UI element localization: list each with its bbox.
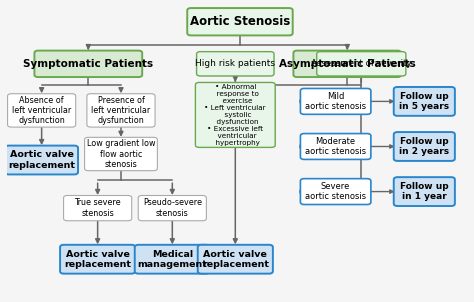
FancyBboxPatch shape — [187, 8, 293, 35]
Text: Symptomatic Patients: Symptomatic Patients — [23, 59, 154, 69]
Text: Aortic valve
replacement: Aortic valve replacement — [8, 150, 75, 170]
Text: Medical
management: Medical management — [137, 249, 207, 269]
Text: Aortic valve
replacement: Aortic valve replacement — [64, 249, 131, 269]
FancyBboxPatch shape — [293, 51, 401, 77]
FancyBboxPatch shape — [35, 51, 142, 77]
Text: Aortic valve
replacement: Aortic valve replacement — [202, 249, 269, 269]
Text: • Abnormal
  response to
  exercise
• Left ventricular
  systolic
  dysfunction
: • Abnormal response to exercise • Left v… — [204, 84, 266, 146]
FancyBboxPatch shape — [198, 245, 273, 274]
Text: Presence of
left ventricular
dysfunction: Presence of left ventricular dysfunction — [91, 95, 151, 125]
FancyBboxPatch shape — [394, 177, 455, 206]
FancyBboxPatch shape — [301, 133, 371, 159]
Text: High risk patients: High risk patients — [195, 59, 275, 68]
Text: Follow up
in 2 years: Follow up in 2 years — [399, 137, 449, 156]
Text: Absence of
left ventricular
dysfunction: Absence of left ventricular dysfunction — [12, 95, 71, 125]
Text: Severe
aortic stenosis: Severe aortic stenosis — [305, 182, 366, 201]
Text: Mild
aortic stenosis: Mild aortic stenosis — [305, 92, 366, 111]
Text: Pseudo-severe
stenosis: Pseudo-severe stenosis — [143, 198, 202, 218]
Text: Moderate
aortic stenosis: Moderate aortic stenosis — [305, 137, 366, 156]
FancyBboxPatch shape — [60, 245, 135, 274]
FancyBboxPatch shape — [394, 132, 455, 161]
Text: Assessment of severity: Assessment of severity — [311, 59, 411, 68]
FancyBboxPatch shape — [84, 137, 157, 171]
Text: True severe
stenosis: True severe stenosis — [74, 198, 121, 218]
Text: Low gradient low
flow aortic
stenosis: Low gradient low flow aortic stenosis — [87, 139, 155, 169]
FancyBboxPatch shape — [138, 195, 206, 221]
FancyBboxPatch shape — [394, 87, 455, 116]
Text: Follow up
in 1 year: Follow up in 1 year — [400, 182, 448, 201]
FancyBboxPatch shape — [301, 88, 371, 114]
FancyBboxPatch shape — [301, 179, 371, 204]
Text: Asymptomatic Patients: Asymptomatic Patients — [279, 59, 416, 69]
Text: Aortic Stenosis: Aortic Stenosis — [190, 15, 290, 28]
FancyBboxPatch shape — [195, 82, 275, 147]
FancyBboxPatch shape — [87, 94, 155, 127]
FancyBboxPatch shape — [197, 52, 274, 76]
Text: Follow up
in 5 years: Follow up in 5 years — [399, 92, 449, 111]
FancyBboxPatch shape — [8, 94, 76, 127]
FancyBboxPatch shape — [64, 195, 132, 221]
FancyBboxPatch shape — [135, 245, 210, 274]
FancyBboxPatch shape — [5, 146, 78, 175]
FancyBboxPatch shape — [317, 52, 406, 76]
